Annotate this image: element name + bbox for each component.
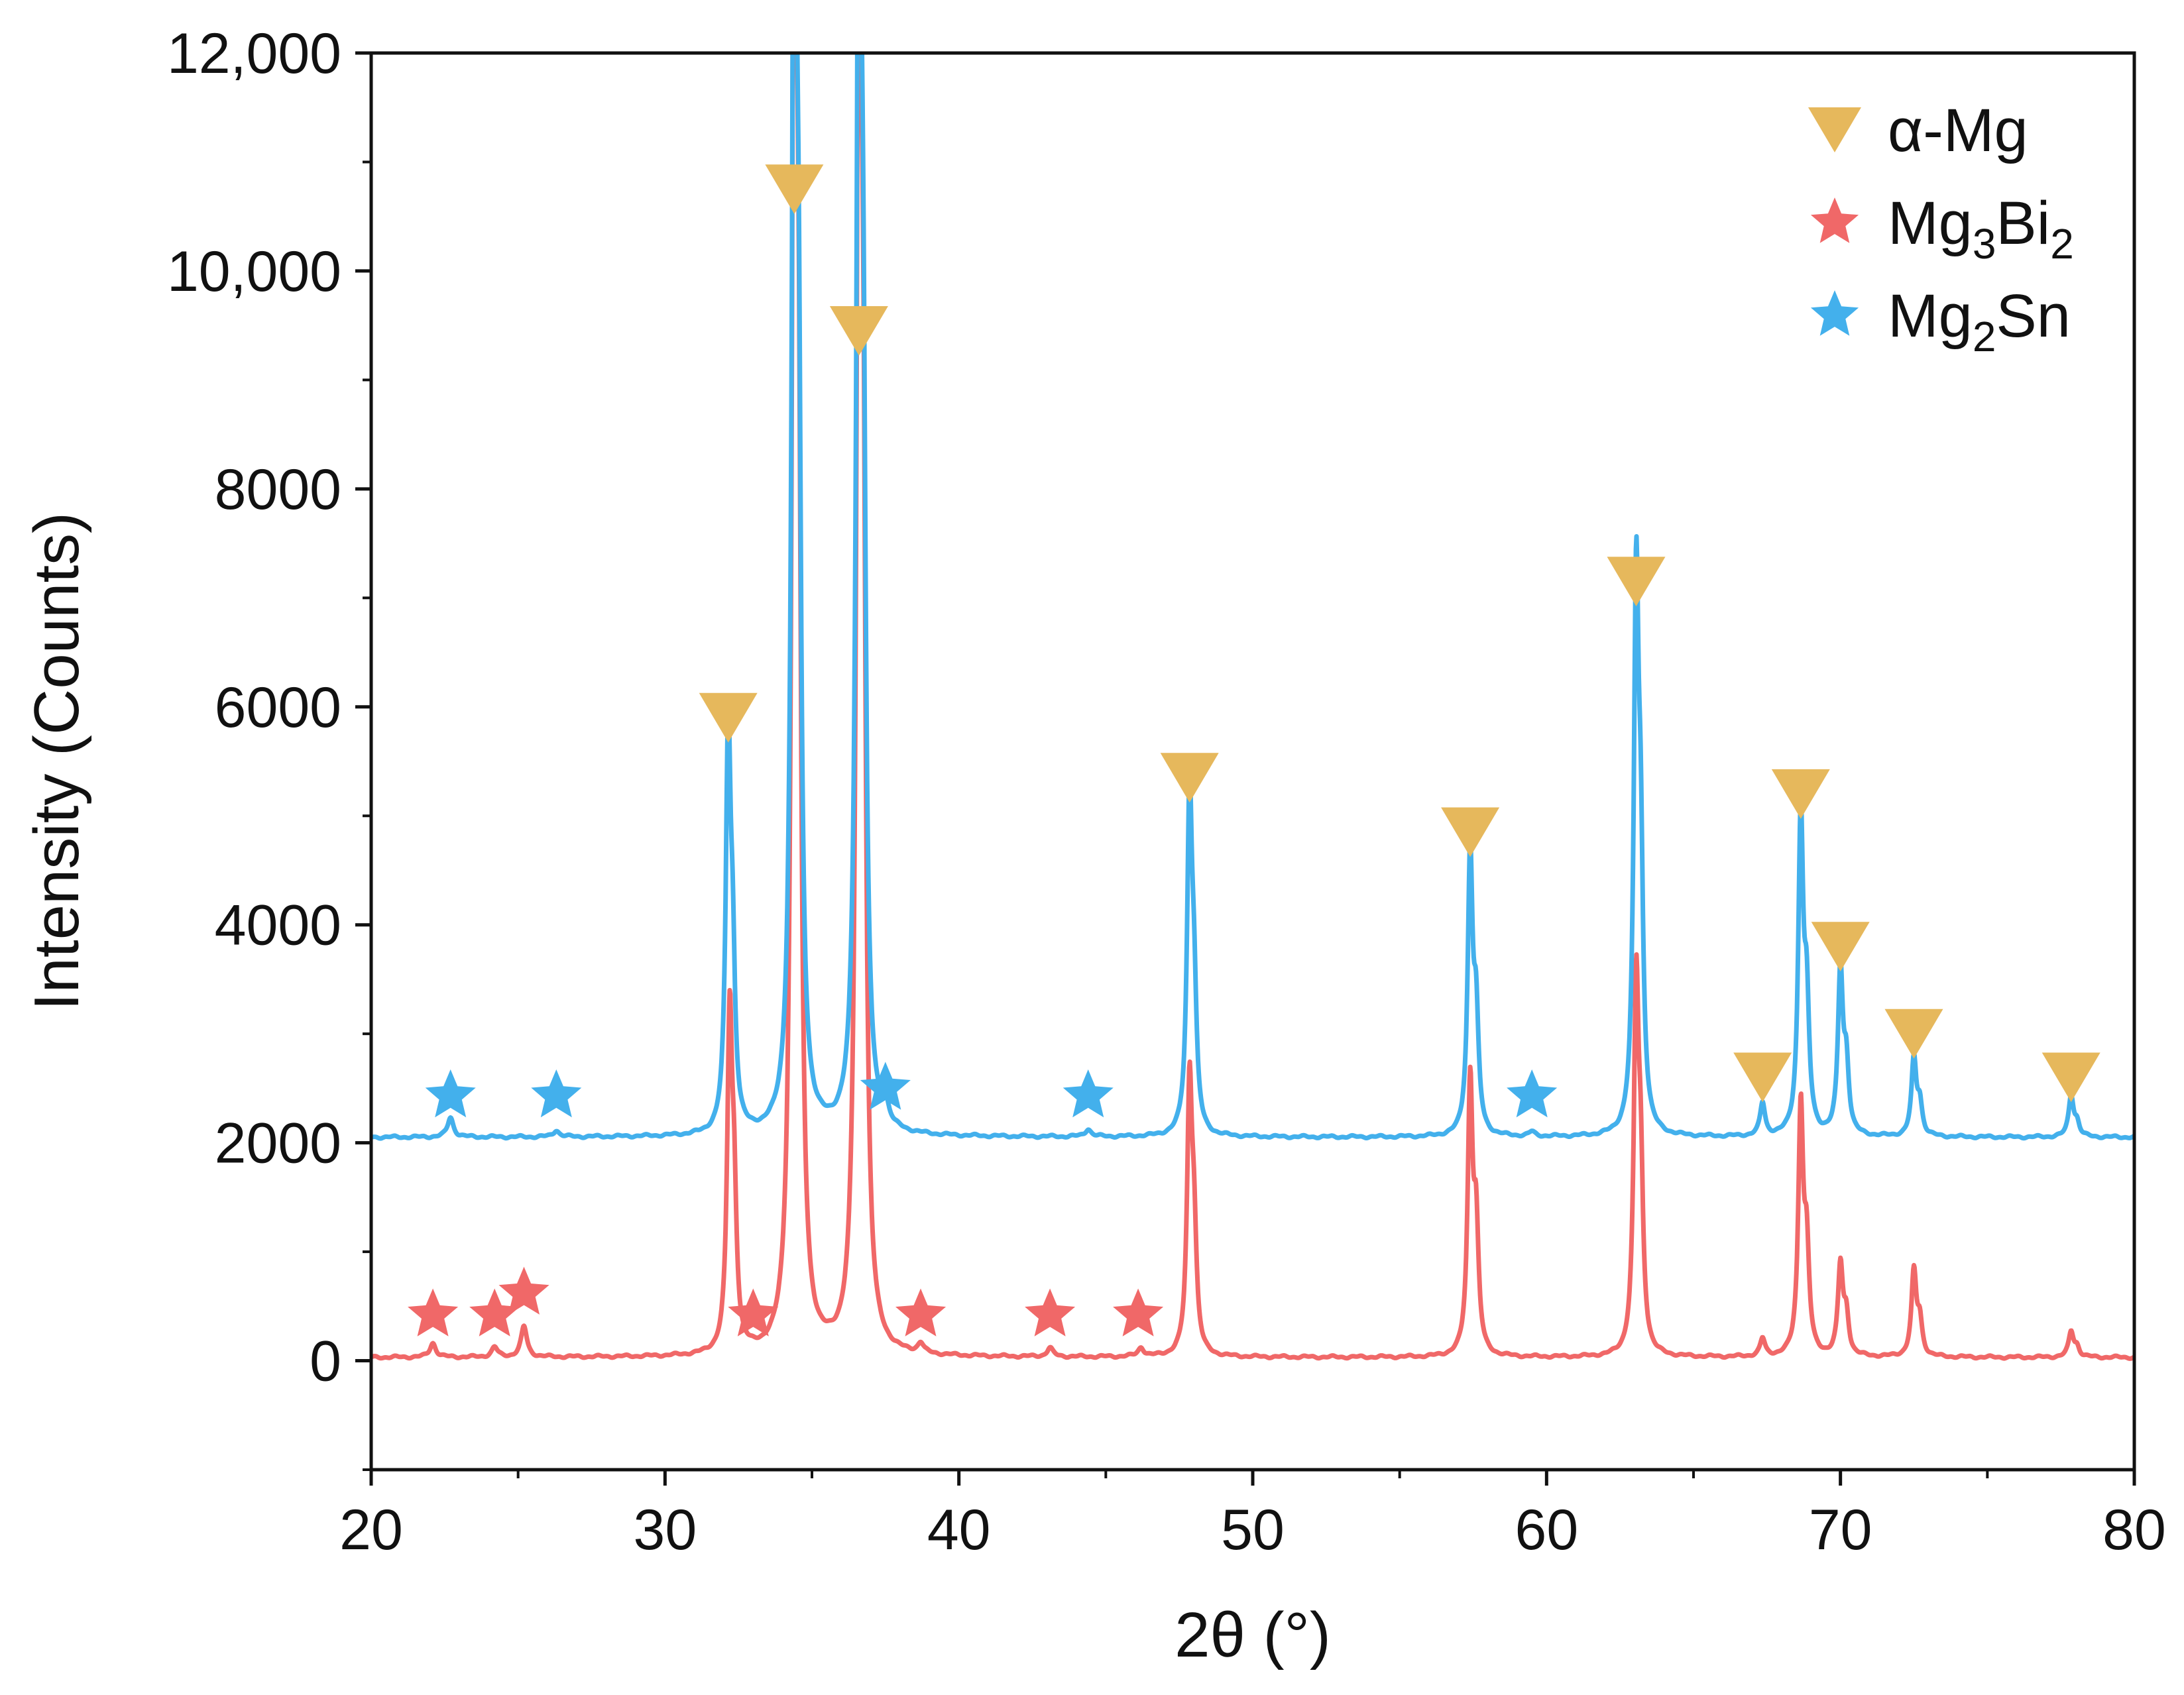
alpha-mg-triangle-marker [1160, 753, 1219, 803]
mg2sn-star-marker [425, 1069, 476, 1118]
y-tick-label: 2000 [215, 1112, 341, 1176]
alpha-mg-triangle-marker [765, 164, 824, 214]
alpha-mg-triangle-marker [699, 692, 758, 743]
x-tick-label: 40 [927, 1498, 991, 1562]
alpha-mg-triangle-marker [1733, 1052, 1792, 1103]
alpha-mg-triangle-marker [2041, 1052, 2100, 1103]
mg2sn-star-marker [1507, 1069, 1558, 1118]
series-line-mg3bi2 [371, 53, 2134, 1361]
x-axis-title: 2θ (°) [1175, 1600, 1331, 1670]
legend-mg3bi2-marker [1810, 197, 1859, 243]
x-axis: 20 30 40 50 60 70 80 [339, 1470, 2166, 1562]
x-tick-label: 30 [633, 1498, 697, 1562]
y-tick-label: 8000 [215, 458, 341, 521]
alpha-mg-triangle-marker [1884, 1009, 1943, 1059]
x-tick-label: 80 [2102, 1498, 2166, 1562]
alpha-mg-triangle-marker [1441, 807, 1500, 857]
y-tick-label: 10,000 [167, 240, 341, 303]
alpha-mg-triangle-marker [1771, 769, 1830, 819]
y-tick-label: 12,000 [167, 22, 341, 85]
mg3bi2-star-marker [1025, 1288, 1076, 1337]
y-tick-label: 4000 [215, 894, 341, 957]
mg3bi2-star-marker [469, 1288, 520, 1337]
legend-alpha_mg-label: α-Mg [1888, 97, 2028, 164]
y-axis-title: Intensity (Counts) [21, 512, 92, 1011]
mg3bi2-star-marker [408, 1288, 459, 1337]
alpha-mg-triangle-marker [1607, 557, 1666, 606]
mg3bi2-star-marker [728, 1288, 779, 1337]
marker-layer [408, 164, 2100, 1337]
y-axis: 0 2000 4000 6000 8000 10,000 12,000 [167, 22, 371, 1471]
mg3bi2-star-marker [498, 1266, 549, 1315]
mg2sn-star-marker [1063, 1069, 1114, 1118]
x-tick-label: 20 [339, 1498, 403, 1562]
legend-alpha_mg-marker [1808, 107, 1861, 152]
alpha-mg-triangle-marker [829, 306, 888, 356]
x-tick-label: 60 [1515, 1498, 1578, 1562]
alpha-mg-triangle-marker [1811, 922, 1870, 971]
mg3bi2-star-marker [1113, 1288, 1164, 1337]
y-tick-label: 6000 [215, 676, 341, 739]
x-tick-label: 50 [1221, 1498, 1285, 1562]
x-tick-label: 70 [1809, 1498, 1872, 1562]
mg3bi2-star-marker [895, 1288, 947, 1337]
mg2sn-star-marker [860, 1062, 911, 1110]
mg2sn-star-marker [531, 1069, 582, 1118]
y-tick-label: 0 [310, 1330, 341, 1394]
legend-mg2sn-marker [1810, 290, 1859, 336]
